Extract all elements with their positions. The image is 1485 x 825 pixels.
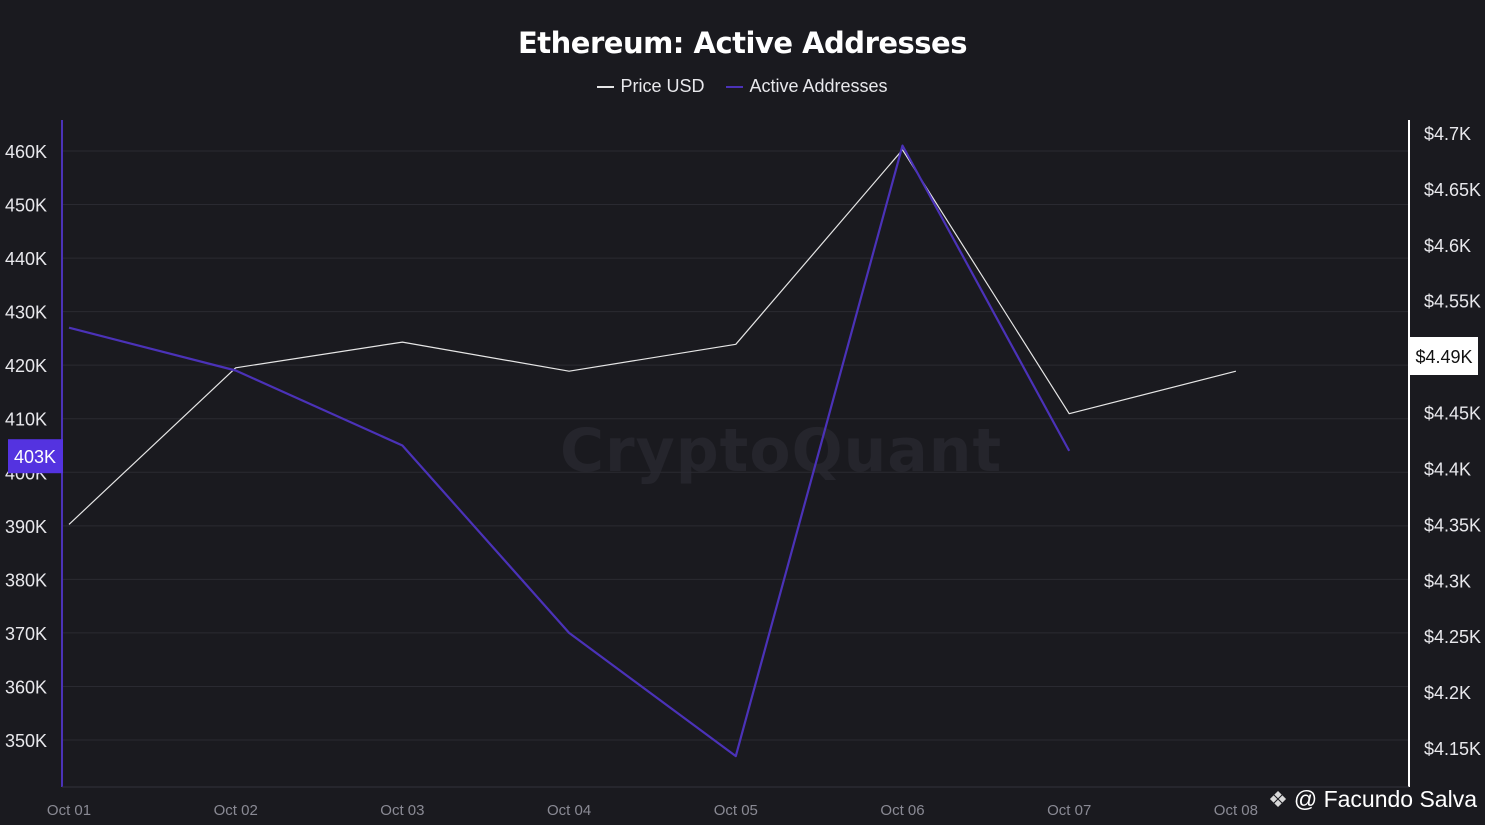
grid-lines <box>62 150 1409 741</box>
left-current-badge <box>8 439 63 474</box>
right-tick-label: $4.6K <box>1424 236 1471 256</box>
right-tick-label: $4.45K <box>1424 404 1481 424</box>
right-tick-label: $4.35K <box>1424 515 1481 535</box>
left-tick-label: 430K <box>5 303 47 323</box>
left-current-badge-label: 403K <box>14 447 56 467</box>
left-tick-label: 370K <box>5 624 47 644</box>
right-tick-label: $4.25K <box>1424 627 1481 647</box>
current-value-badges: 403K $4.49K <box>8 337 1478 474</box>
legend-swatch-active-addresses <box>726 85 744 88</box>
left-tick-label: 460K <box>5 142 47 162</box>
right-tick-label: $4.7K <box>1424 124 1471 144</box>
left-tick-label: 390K <box>5 517 47 537</box>
legend-item-price[interactable]: Price USD <box>597 76 704 97</box>
left-tick-label: 450K <box>5 196 47 216</box>
right-tick-label: $4.2K <box>1424 683 1471 703</box>
left-axis-ticks: 350K360K370K380K390K400K410K420K430K440K… <box>5 142 47 751</box>
right-axis-ticks: $4.15K $4.2K $4.25K $4.3K $4.35K $4.4K $4.45K $… <box>1424 124 1481 759</box>
price-usd-line <box>68 149 1237 525</box>
legend-label-price: Price USD <box>620 76 705 96</box>
left-tick-label: 380K <box>5 570 47 590</box>
series-lines <box>68 144 1237 758</box>
x-tick-label: Oct 06 <box>880 802 924 819</box>
right-tick-label: $4.65K <box>1424 180 1481 200</box>
right-current-badge <box>1410 337 1478 375</box>
x-tick-label: Oct 07 <box>1047 802 1091 819</box>
x-tick-label: Oct 02 <box>214 802 258 819</box>
legend-label-active-addresses: Active Addresses <box>749 76 888 96</box>
left-tick-label: 360K <box>5 677 47 697</box>
left-tick-label: 420K <box>5 356 47 376</box>
legend-swatch-price <box>597 85 615 88</box>
chart-title: Ethereum: Active Addresses <box>517 26 968 60</box>
x-tick-label: Oct 05 <box>714 802 758 819</box>
watermark: CryptoQuant <box>560 416 1003 486</box>
x-tick-label: Oct 03 <box>380 802 424 819</box>
left-tick-label: 440K <box>5 249 47 269</box>
diamond-logo-icon: ❖ <box>1268 786 1288 812</box>
legend-item-active-addresses[interactable]: Active Addresses <box>726 76 888 97</box>
right-tick-label: $4.3K <box>1424 571 1471 591</box>
right-tick-label: $4.4K <box>1424 459 1471 479</box>
right-current-badge-label: $4.49K <box>1415 347 1472 367</box>
credit: ❖ @ Facundo Salva <box>1268 786 1477 813</box>
left-tick-label: 410K <box>5 410 47 430</box>
x-axis-ticks: Oct 01 Oct 02 Oct 03 Oct 04 Oct 05 Oct 06 Oct … <box>47 802 1258 819</box>
x-tick-label: Oct 08 <box>1214 802 1258 819</box>
x-tick-label: Oct 01 <box>47 802 91 819</box>
credit-text: @ Facundo Salva <box>1293 786 1477 812</box>
legend: Price USD Active Addresses <box>0 76 1485 97</box>
right-tick-label: $4.15K <box>1424 739 1481 759</box>
right-tick-label: $4.55K <box>1424 292 1481 312</box>
left-tick-label: 350K <box>5 731 47 751</box>
active-addresses-line <box>68 144 1071 758</box>
x-tick-label: Oct 04 <box>547 802 591 819</box>
